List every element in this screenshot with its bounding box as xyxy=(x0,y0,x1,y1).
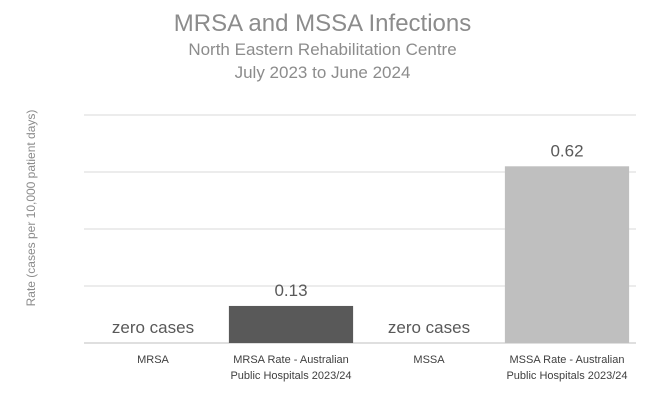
x-tick-label: MSSA xyxy=(413,354,445,366)
chart-title-block: MRSA and MSSA Infections North Eastern R… xyxy=(0,10,645,84)
chart-title: MRSA and MSSA Infections xyxy=(173,10,472,37)
data-label: zero cases xyxy=(388,318,470,337)
data-label: zero cases xyxy=(112,318,194,337)
x-tick-label: MRSA Rate - Australian xyxy=(233,354,349,366)
bar xyxy=(228,305,354,343)
chart-subtitle-line-2: July 2023 to June 2024 xyxy=(234,63,411,82)
x-tick-label: MSSA Rate - Australian xyxy=(510,354,625,366)
chart-subtitle-line-1: North Eastern Rehabilitation Centre xyxy=(188,40,457,59)
x-tick-label: MRSA xyxy=(137,354,169,366)
data-label: 0.62 xyxy=(550,141,583,160)
x-tick-label: Public Hospitals 2023/24 xyxy=(230,370,351,382)
x-tick-label: Public Hospitals 2023/24 xyxy=(506,370,627,382)
bar xyxy=(504,166,630,343)
data-label: 0.13 xyxy=(274,281,307,300)
